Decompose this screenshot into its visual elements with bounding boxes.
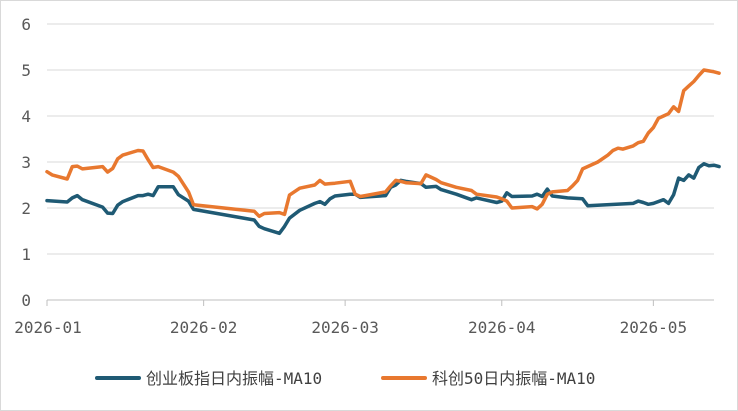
x-tick-labels: 2026-01 2026-02 2026-03 2026-04 2026-05 xyxy=(14,318,687,337)
x-tick-label-2026-02: 2026-02 xyxy=(170,318,237,337)
y-tick-label-0: 0 xyxy=(21,291,31,310)
series-line-1 xyxy=(45,68,721,219)
series-layer xyxy=(45,68,721,236)
y-tick-label-1: 1 xyxy=(21,245,31,264)
x-tick-label-2026-04: 2026-04 xyxy=(468,318,535,337)
legend-label-star50: 科创50日内振幅-MA10 xyxy=(432,369,595,388)
gridlines xyxy=(47,23,714,255)
x-tick-label-2026-05: 2026-05 xyxy=(620,318,687,337)
y-tick-label-4: 4 xyxy=(21,107,31,126)
x-tick-label-2026-01: 2026-01 xyxy=(14,318,81,337)
series-line-0 xyxy=(45,162,721,236)
legend-label-cyb: 创业板指日内振幅-MA10 xyxy=(146,369,322,388)
x-tick-label-2026-03: 2026-03 xyxy=(311,318,378,337)
y-tick-label-5: 5 xyxy=(21,61,31,80)
y-axis: 0 1 2 3 4 5 6 xyxy=(21,15,31,310)
y-tick-label-2: 2 xyxy=(21,199,31,218)
x-axis xyxy=(46,299,714,306)
y-tick-label-6: 6 xyxy=(21,15,31,34)
legend: 创业板指日内振幅-MA10 科创50日内振幅-MA10 xyxy=(95,369,595,388)
y-tick-label-3: 3 xyxy=(21,153,31,172)
